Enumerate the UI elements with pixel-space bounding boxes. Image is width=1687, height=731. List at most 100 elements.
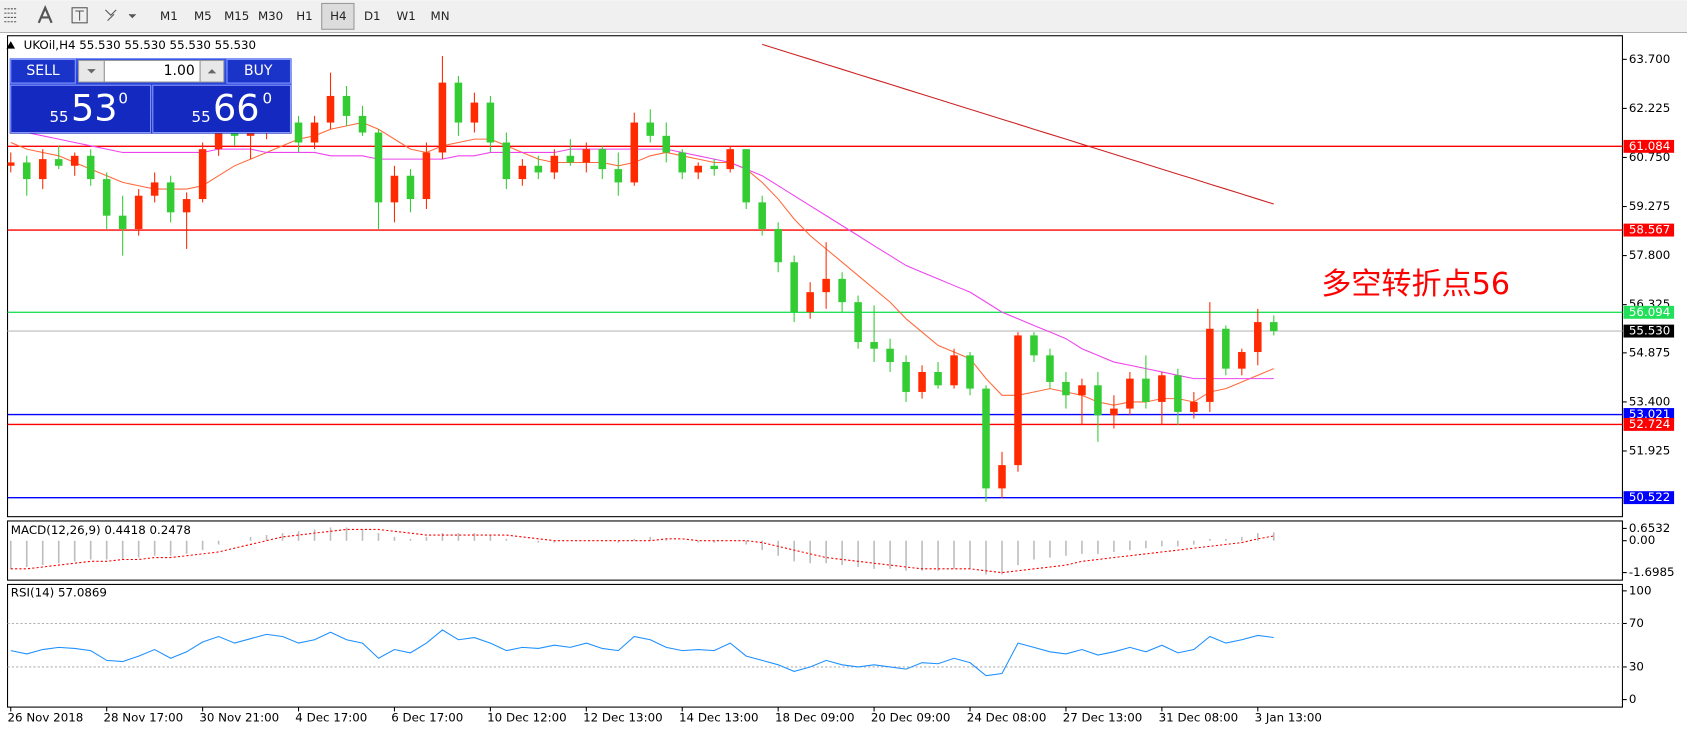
candle-body bbox=[566, 155, 575, 163]
candle-body bbox=[150, 182, 159, 196]
timeframe-button[interactable]: M15 bbox=[224, 9, 249, 23]
price-level-box bbox=[1623, 139, 1675, 153]
x-tick-label: 18 Dec 09:00 bbox=[775, 710, 855, 724]
y-tick-label: 0.6532 bbox=[1629, 521, 1670, 535]
candle-body bbox=[582, 149, 591, 163]
candle-body bbox=[614, 169, 623, 183]
candle-body bbox=[1046, 355, 1054, 382]
candle-body bbox=[1110, 408, 1118, 416]
candle-body bbox=[38, 159, 47, 180]
x-tick-label: 3 Jan 13:00 bbox=[1255, 710, 1322, 724]
x-tick-label: 20 Dec 09:00 bbox=[871, 710, 951, 724]
candle-body bbox=[806, 292, 814, 313]
x-tick-label: 14 Dec 13:00 bbox=[679, 710, 759, 724]
y-tick-label: 54.875 bbox=[1629, 345, 1670, 359]
price-level-label: 55.530 bbox=[1629, 324, 1670, 338]
sell-price-box[interactable] bbox=[10, 84, 152, 134]
candle-body bbox=[534, 165, 543, 173]
candle-body bbox=[166, 182, 175, 213]
candle-body bbox=[134, 195, 143, 229]
candle-body bbox=[1222, 328, 1230, 369]
sell-button[interactable] bbox=[10, 58, 76, 84]
candle-body bbox=[1238, 352, 1246, 369]
macd-signal bbox=[10, 528, 1274, 574]
candle-body bbox=[1270, 322, 1278, 332]
buy-price-box[interactable] bbox=[152, 84, 292, 134]
rsi-panel bbox=[6, 583, 1623, 708]
candle-body bbox=[646, 122, 655, 136]
timeframe-button[interactable]: MN bbox=[431, 9, 450, 23]
candle-body bbox=[118, 215, 127, 229]
x-tick-label: 6 Dec 17:00 bbox=[391, 710, 463, 724]
candle-body bbox=[182, 199, 191, 213]
timeframe-button[interactable]: W1 bbox=[397, 9, 416, 23]
buy-price-pips: 66 bbox=[213, 86, 260, 129]
candle-body bbox=[54, 159, 63, 166]
price-level-label: 61.084 bbox=[1629, 139, 1670, 153]
timeframe-button[interactable]: D1 bbox=[364, 9, 381, 23]
buy-label[interactable]: BUY bbox=[244, 63, 273, 79]
candle-body bbox=[214, 119, 223, 150]
candle-body bbox=[1030, 335, 1038, 356]
price-level-label: 50.522 bbox=[1629, 490, 1670, 504]
header-icon bbox=[6, 41, 16, 49]
candle-body bbox=[1254, 322, 1262, 353]
price-level-box bbox=[1623, 408, 1675, 421]
y-tick-label: 70 bbox=[1629, 616, 1644, 630]
rsi-title: RSI(14) 57.0869 bbox=[11, 586, 107, 600]
y-tick-label: 53.400 bbox=[1629, 394, 1670, 408]
candle-body bbox=[870, 342, 878, 349]
candle-body bbox=[7, 162, 15, 166]
candle-body bbox=[982, 388, 990, 489]
active-timeframe[interactable] bbox=[321, 2, 355, 30]
main-title: UKOil,H4 55.530 55.530 55.530 55.530 bbox=[24, 38, 256, 52]
candle-body bbox=[1158, 375, 1166, 402]
timeframe-button[interactable]: M30 bbox=[258, 9, 283, 23]
macd-plot bbox=[9, 527, 1275, 575]
y-tick-label: -1.6985 bbox=[1629, 565, 1675, 579]
lot-value: 1.00 bbox=[164, 63, 195, 79]
price-level-box bbox=[1623, 324, 1675, 338]
candle-body bbox=[326, 95, 335, 123]
buy-price-big-figure: 55 bbox=[192, 108, 211, 126]
candle-body bbox=[1206, 328, 1214, 402]
y-tick-label: 0.00 bbox=[1629, 533, 1655, 547]
price-level-label: 58.567 bbox=[1629, 223, 1670, 237]
candle-body bbox=[22, 162, 31, 180]
sell-label[interactable]: SELL bbox=[26, 63, 59, 79]
candle-body bbox=[1190, 401, 1198, 412]
buy-button[interactable] bbox=[226, 58, 292, 84]
candle-body bbox=[598, 149, 607, 170]
lot-up-icon bbox=[207, 69, 217, 74]
y-tick-label: 57.800 bbox=[1629, 248, 1670, 262]
candle-body bbox=[198, 149, 207, 200]
candle-body bbox=[678, 152, 687, 173]
candle-body bbox=[774, 228, 782, 263]
candle-body bbox=[454, 82, 463, 123]
timeframe-button[interactable]: M1 bbox=[160, 9, 178, 23]
timeframe-button[interactable]: H4 bbox=[330, 9, 346, 23]
timeframe-button[interactable]: M5 bbox=[194, 9, 212, 23]
price-level-label: 53.021 bbox=[1629, 407, 1670, 421]
moving-average bbox=[762, 43, 1274, 205]
candle-body bbox=[902, 362, 910, 392]
x-tick-label: 27 Dec 13:00 bbox=[1063, 710, 1143, 724]
timeframes: M1 M5 M15 M30 H1 H4 D1 W1 MN bbox=[160, 9, 450, 23]
macd-panel bbox=[6, 520, 1623, 581]
toolbar-icons bbox=[4, 5, 136, 24]
trade-panel: SELL 1.00 BUY 55 53 0 55 66 0 bbox=[9, 58, 292, 134]
candle-body bbox=[934, 371, 942, 386]
candle-body bbox=[486, 102, 495, 143]
x-tick-label: 24 Dec 08:00 bbox=[967, 710, 1047, 724]
y-tick-label: 51.925 bbox=[1629, 443, 1670, 457]
y-tick-label: 30 bbox=[1629, 659, 1644, 673]
candle-body bbox=[1142, 378, 1150, 402]
x-tick-label: 31 Dec 08:00 bbox=[1159, 710, 1239, 724]
candle-body bbox=[422, 152, 431, 200]
timeframe-button[interactable]: H1 bbox=[296, 9, 312, 23]
candle-body bbox=[822, 278, 830, 293]
candle-body bbox=[294, 122, 303, 143]
x-tick-label: 26 Nov 2018 bbox=[8, 710, 84, 724]
candle-body bbox=[470, 102, 479, 123]
